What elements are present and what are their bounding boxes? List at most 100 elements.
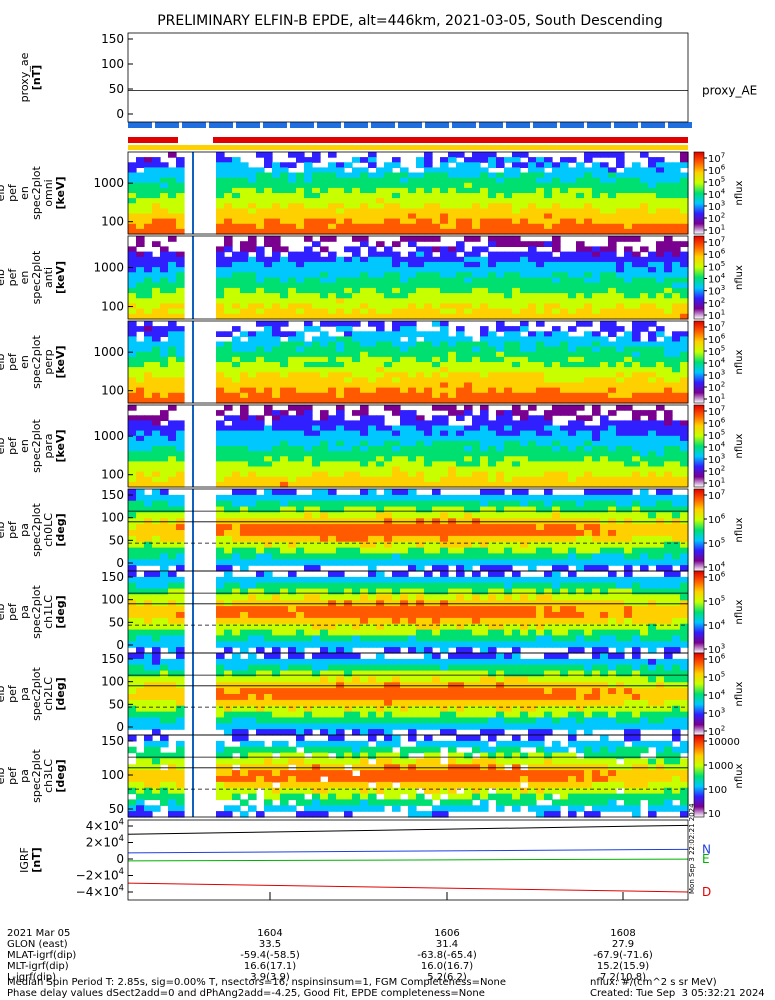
heatmap-cell [624, 420, 633, 427]
y-axis-label: spec2plot [30, 419, 43, 473]
heatmap-cell [416, 208, 425, 215]
heatmap-cell [256, 203, 265, 209]
heatmap-cell [520, 308, 529, 315]
heatmap-cell [528, 256, 537, 263]
heatmap-cell [160, 641, 169, 648]
heatmap-cell [456, 559, 465, 566]
heatmap-cell [512, 203, 521, 209]
heatmap-cell [368, 182, 377, 189]
heatmap-cell [240, 223, 249, 230]
heatmap-cell [448, 193, 457, 199]
heatmap-cell [664, 267, 673, 273]
heatmap-cell [360, 241, 369, 247]
heatmap-cell [664, 182, 673, 189]
heatmap-cell [536, 377, 545, 384]
y-tick-label: 0 [116, 107, 124, 121]
heatmap-cell [344, 203, 353, 209]
heatmap-cell [600, 152, 609, 158]
heatmap-cell [288, 446, 297, 452]
heatmap-cell [672, 362, 681, 368]
heatmap-cell [360, 461, 369, 468]
heatmap-cell [232, 277, 241, 284]
heatmap-cell [328, 440, 337, 447]
heatmap-cell [632, 223, 641, 230]
heatmap-cell [472, 213, 481, 220]
heatmap-cell [304, 218, 313, 225]
heatmap-cell [592, 489, 601, 496]
heatmap-cell [448, 182, 457, 189]
heatmap-cell [600, 308, 609, 315]
heatmap-cell [528, 512, 537, 519]
heatmap-cell [368, 430, 377, 437]
heatmap-cell [584, 372, 593, 378]
heatmap-cell [536, 213, 545, 220]
heatmap-cell [296, 277, 305, 284]
heatmap-cell [416, 331, 425, 337]
heatmap-cell [152, 606, 161, 613]
heatmap-cell [576, 512, 585, 519]
y-tick-label: 100 [101, 300, 124, 314]
y-tick-label: 1000 [93, 345, 124, 359]
heatmap-cell [552, 440, 561, 447]
heatmap-cell [592, 193, 601, 199]
heatmap-cell [584, 218, 593, 225]
heatmap-cell [224, 228, 233, 235]
heatmap-cell [440, 415, 449, 421]
heatmap-cell [240, 494, 249, 502]
heatmap-cell [496, 530, 505, 537]
heatmap-cell [168, 331, 177, 337]
heatmap-cell [400, 331, 409, 337]
heatmap-cell [568, 203, 577, 209]
heatmap-cell [328, 494, 337, 502]
heatmap-cell [584, 512, 593, 519]
heatmap-cell [528, 172, 537, 179]
heatmap-cell [280, 223, 289, 230]
heatmap-cell [240, 313, 249, 320]
heatmap-cell [136, 326, 145, 332]
heatmap-cell [408, 425, 417, 432]
heatmap-cell [392, 367, 401, 373]
heatmap-cell [632, 410, 641, 416]
heatmap-cell [432, 461, 441, 468]
heatmap-cell [144, 481, 153, 488]
heatmap-cell [680, 277, 689, 284]
heatmap-cell [624, 440, 633, 447]
heatmap-cell [672, 553, 681, 560]
heatmap-cell [640, 193, 649, 199]
heatmap-cell [352, 303, 361, 310]
heatmap-cell [160, 489, 169, 496]
heatmap-cell [216, 203, 225, 209]
colorbar-tick-label: 102 [708, 212, 725, 226]
heatmap-cell [432, 182, 441, 189]
heatmap-cell [528, 293, 537, 299]
heatmap-cell [568, 372, 577, 378]
heatmap-cell [264, 272, 273, 279]
heatmap-cell [288, 456, 297, 462]
heatmap-cell [248, 246, 257, 253]
heatmap-cell [176, 435, 185, 442]
heatmap-cell [400, 425, 409, 432]
heatmap-cell [480, 466, 489, 473]
heatmap-cell [160, 500, 169, 508]
heatmap-cell [232, 547, 241, 555]
heatmap-cell [576, 362, 585, 368]
heatmap-cell [296, 553, 305, 560]
heatmap-cell [456, 172, 465, 179]
heatmap-cell [176, 629, 185, 637]
heatmap-cell [560, 541, 569, 549]
status-bar-red [213, 137, 688, 143]
heatmap-cell [432, 172, 441, 179]
y-axis-label: elb [0, 354, 7, 371]
heatmap-cell [152, 623, 161, 631]
heatmap-cell [400, 377, 409, 384]
heatmap-cell [640, 397, 649, 404]
heatmap-cell [232, 435, 241, 442]
heatmap-cell [248, 218, 257, 225]
heatmap-cell [240, 228, 249, 235]
heatmap-cell [384, 261, 393, 268]
heatmap-cell [304, 303, 313, 310]
heatmap-cell [480, 535, 489, 543]
heatmap-cell [144, 466, 153, 473]
heatmap-cell [464, 313, 473, 320]
heatmap-cell [408, 565, 417, 572]
